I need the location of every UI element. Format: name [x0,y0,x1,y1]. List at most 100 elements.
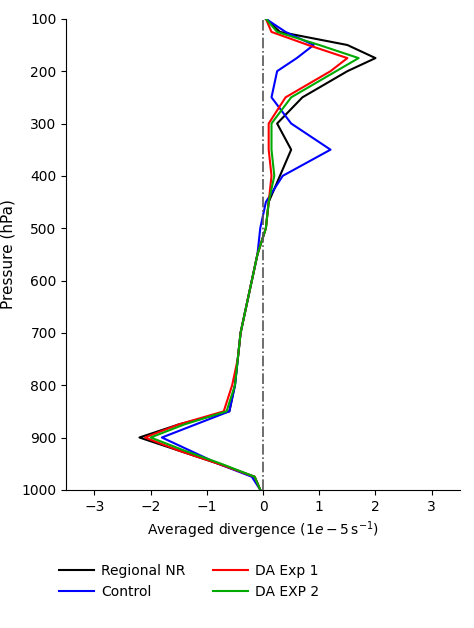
DA Exp 1 [221,408,227,415]
Y-axis label: Pressure (hPa): Pressure (hPa) [1,200,16,309]
DA EXP 2 [288,94,294,101]
Regional NR [288,146,294,153]
Line: Regional NR: Regional NR [139,19,375,490]
Regional NR [137,434,142,441]
DA EXP 2 [243,303,249,310]
Control [269,94,274,101]
DA EXP 2 [249,277,255,284]
Regional NR [277,28,283,36]
DA Exp 1 [328,67,333,75]
Regional NR [176,447,182,455]
DA Exp 1 [263,224,269,232]
Control [257,224,263,232]
Control [243,303,249,310]
DA EXP 2 [182,421,187,428]
DA EXP 2 [263,15,269,23]
DA Exp 1 [142,434,148,441]
DA EXP 2 [266,198,272,206]
Control [215,460,221,467]
Line: Control: Control [162,19,330,490]
DA Exp 1 [249,277,255,284]
Control [238,329,244,337]
Control [263,198,269,206]
DA EXP 2 [182,447,187,455]
DA EXP 2 [272,172,277,180]
DA Exp 1 [269,172,274,180]
Regional NR [252,473,257,480]
DA EXP 2 [356,55,362,62]
DA EXP 2 [269,120,274,127]
DA EXP 2 [263,224,269,232]
DA Exp 1 [229,381,235,389]
Control [232,381,238,389]
DA EXP 2 [148,434,154,441]
DA Exp 1 [257,486,263,494]
Control [274,67,280,75]
DA EXP 2 [257,486,263,494]
DA EXP 2 [274,28,280,36]
DA EXP 2 [255,251,260,258]
Control [227,408,232,415]
DA Exp 1 [266,120,272,127]
Regional NR [263,15,269,23]
DA Exp 1 [269,28,274,36]
Regional NR [257,486,263,494]
DA Exp 1 [266,146,272,153]
Regional NR [373,55,378,62]
Legend: Regional NR, Control, DA Exp 1, DA EXP 2: Regional NR, Control, DA Exp 1, DA EXP 2 [54,558,324,604]
DA Exp 1 [252,473,257,480]
Regional NR [255,251,260,258]
X-axis label: Averaged divergence $(1e-5\,\mathrm{s}^{-1})$: Averaged divergence $(1e-5\,\mathrm{s}^{… [147,519,379,541]
Control [159,434,165,441]
Regional NR [238,329,244,337]
DA Exp 1 [215,460,221,467]
DA Exp 1 [345,55,350,62]
DA Exp 1 [243,303,249,310]
Control [288,120,294,127]
Control [294,55,300,62]
Line: DA EXP 2: DA EXP 2 [151,19,359,490]
DA Exp 1 [238,329,244,337]
Control [187,447,193,455]
DA EXP 2 [218,460,224,467]
Control [263,15,269,23]
DA EXP 2 [235,355,241,363]
Control [283,28,288,36]
DA Exp 1 [176,421,182,428]
Control [280,172,285,180]
DA Exp 1 [255,251,260,258]
Control [257,486,263,494]
Regional NR [263,224,269,232]
DA EXP 2 [333,67,339,75]
Control [249,277,255,284]
Regional NR [345,67,350,75]
DA Exp 1 [305,41,311,49]
DA Exp 1 [266,198,272,206]
Line: DA Exp 1: DA Exp 1 [145,19,347,490]
DA EXP 2 [224,408,229,415]
Control [235,355,241,363]
Control [193,421,199,428]
DA EXP 2 [317,41,322,49]
Regional NR [266,198,272,206]
Control [311,41,317,49]
Regional NR [227,408,232,415]
Regional NR [249,277,255,284]
Regional NR [243,303,249,310]
Control [255,251,260,258]
Control [249,473,255,480]
Regional NR [215,460,221,467]
DA Exp 1 [235,355,241,363]
Regional NR [235,355,241,363]
DA Exp 1 [176,447,182,455]
DA EXP 2 [238,329,244,337]
DA EXP 2 [269,146,274,153]
Regional NR [300,94,305,101]
DA Exp 1 [283,94,288,101]
DA EXP 2 [252,473,257,480]
Regional NR [345,41,350,49]
Regional NR [176,421,182,428]
Regional NR [274,120,280,127]
Regional NR [232,381,238,389]
Regional NR [277,172,283,180]
